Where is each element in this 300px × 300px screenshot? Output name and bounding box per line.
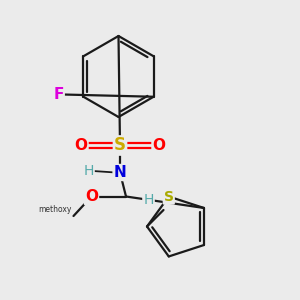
Text: O: O xyxy=(152,138,166,153)
Text: H: H xyxy=(83,164,94,178)
Text: methoxy: methoxy xyxy=(39,205,72,214)
Text: S: S xyxy=(164,190,174,203)
Text: O: O xyxy=(74,138,88,153)
Text: F: F xyxy=(53,87,64,102)
Text: H: H xyxy=(143,193,154,206)
Text: O: O xyxy=(85,189,98,204)
Text: S: S xyxy=(114,136,126,154)
Text: N: N xyxy=(114,165,126,180)
